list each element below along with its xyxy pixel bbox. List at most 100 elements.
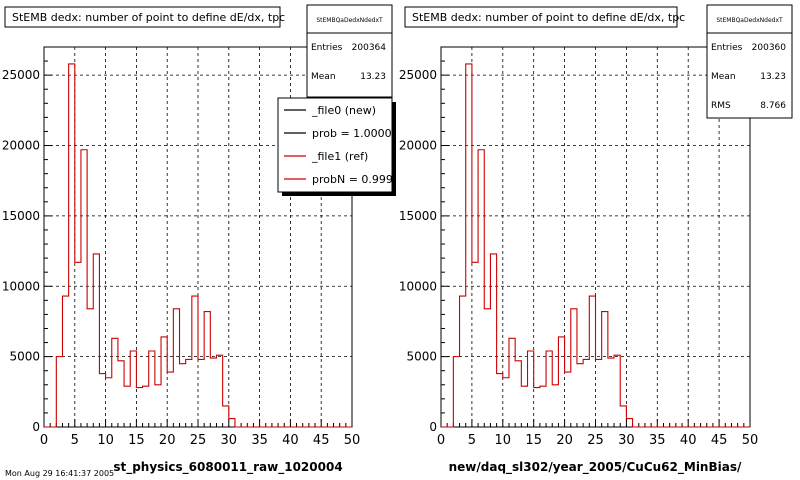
x-tick-label: 20 <box>556 433 573 448</box>
histogram-bin <box>106 378 112 427</box>
x-tick-label: 5 <box>71 433 79 448</box>
x-axis-label: new/daq_sl302/year_2005/CuCu62_MinBias/ <box>449 460 742 475</box>
histogram-bin <box>460 296 466 427</box>
x-tick-label: 30 <box>221 433 238 448</box>
legend-entry: _file1 (ref) <box>311 150 368 163</box>
histogram-bin <box>204 312 210 427</box>
series-line-ref <box>44 63 352 428</box>
x-tick-label: 0 <box>40 433 48 448</box>
histogram-bin <box>69 64 75 427</box>
histogram-bin <box>497 374 503 427</box>
y-tick-label: 25000 <box>2 68 40 82</box>
histogram-bin <box>552 385 558 427</box>
histogram-bin <box>180 364 186 427</box>
histogram-bin <box>124 386 130 427</box>
x-tick-label: 25 <box>190 433 207 448</box>
stats-title: StEMBQaDedxNdedxT <box>316 17 383 24</box>
histogram-bin <box>620 406 626 427</box>
y-tick-label: 25000 <box>399 68 437 82</box>
histogram-bin <box>186 359 192 427</box>
histogram-bin <box>466 64 472 427</box>
chart-title: StEMB dedx: number of point to define dE… <box>12 11 285 24</box>
legend-box: _file0 (new) prob = 1.000000 _file1 (ref) p… <box>277 97 406 196</box>
x-tick-label: 50 <box>742 433 759 448</box>
histogram-bin <box>229 419 235 427</box>
histogram-bin <box>546 351 552 427</box>
y-tick-label: 0 <box>32 420 40 434</box>
x-tick-label: 45 <box>711 433 728 448</box>
x-tick-label: 5 <box>468 433 476 448</box>
stats-value: 13.23 <box>760 72 786 82</box>
x-tick-label: 15 <box>128 433 145 448</box>
histogram-bin <box>136 388 142 427</box>
histogram-bin <box>56 357 62 427</box>
histogram-bin <box>173 309 179 427</box>
histogram-bin <box>93 254 99 427</box>
x-tick-label: 40 <box>680 433 697 448</box>
plot-frame <box>440 46 751 428</box>
histogram-bin <box>130 351 136 427</box>
stats-label: Mean <box>311 72 336 82</box>
histogram-bin <box>149 351 155 427</box>
histogram-bin <box>528 351 534 427</box>
histogram-bin <box>75 262 81 427</box>
legend-entry: _file0 (new) <box>311 104 376 117</box>
y-tick-label: 20000 <box>2 139 40 153</box>
stats-value: 200360 <box>752 43 787 53</box>
histogram-bin <box>478 150 484 427</box>
y-tick-label: 10000 <box>2 279 40 293</box>
x-tick-label: 35 <box>649 433 666 448</box>
histogram-bin <box>490 254 496 427</box>
stats-value: 200364 <box>352 43 387 53</box>
histogram-bin <box>503 378 509 427</box>
left-chart: 0 5 10 15 20 25 30 35 40 45 50 0 5000 10000 15000 20000… <box>2 4 393 475</box>
histogram-bin <box>596 359 602 427</box>
histogram-bin <box>589 296 595 427</box>
x-tick-label: 45 <box>313 433 330 448</box>
stats-label: Entries <box>311 43 343 53</box>
histogram-bin <box>210 358 216 427</box>
histogram-bin <box>167 372 173 427</box>
histogram-bin <box>112 338 118 427</box>
histogram-bin <box>540 386 546 427</box>
y-tick-label: 5000 <box>9 350 40 364</box>
page-footer: Mon Aug 29 16:41:37 2005 <box>5 469 114 478</box>
histogram-bin <box>118 361 124 427</box>
chart-title: StEMB dedx: number of point to define dE… <box>412 11 685 24</box>
stats-label: RMS <box>711 101 731 111</box>
x-tick-label: 30 <box>618 433 635 448</box>
x-axis-label: st_physics_6080011_raw_1020004 <box>113 460 342 475</box>
histogram-bin <box>515 361 521 427</box>
histogram-bin <box>602 312 608 427</box>
histogram-bin <box>223 406 229 427</box>
histogram-bin <box>558 337 564 427</box>
histogram-bin <box>565 372 571 427</box>
stats-box <box>306 4 393 98</box>
histogram-bin <box>509 338 515 427</box>
histogram-bin <box>583 359 589 427</box>
x-tick-label: 10 <box>495 433 512 448</box>
x-tick-label: 20 <box>159 433 176 448</box>
y-tick-label: 20000 <box>399 139 437 153</box>
histogram-bin <box>81 150 87 427</box>
x-tick-label: 10 <box>97 433 114 448</box>
x-tick-label: 15 <box>525 433 542 448</box>
histogram-bin <box>577 364 583 427</box>
stats-value: 13.23 <box>360 72 386 82</box>
stats-label: Entries <box>711 43 743 53</box>
stats-title: StEMBQaDedxNdedxT <box>716 17 783 24</box>
y-tick-label: 5000 <box>406 350 437 364</box>
x-tick-label: 0 <box>437 433 445 448</box>
stats-value: 8.766 <box>760 101 786 111</box>
right-chart: 0 5 10 15 20 25 30 35 40 45 50 0 5000 10000 15000 20000… <box>399 4 793 475</box>
y-tick-label: 15000 <box>399 209 437 223</box>
histogram-bin <box>521 386 527 427</box>
histogram-bin <box>62 296 68 427</box>
histogram-bin <box>198 359 204 427</box>
title-box <box>404 6 678 28</box>
histogram-bin <box>99 374 105 427</box>
x-tick-label: 25 <box>587 433 604 448</box>
legend-entry: prob = 1.000000 <box>312 127 406 140</box>
histogram-bin <box>143 386 149 427</box>
y-tick-label: 0 <box>429 420 437 434</box>
